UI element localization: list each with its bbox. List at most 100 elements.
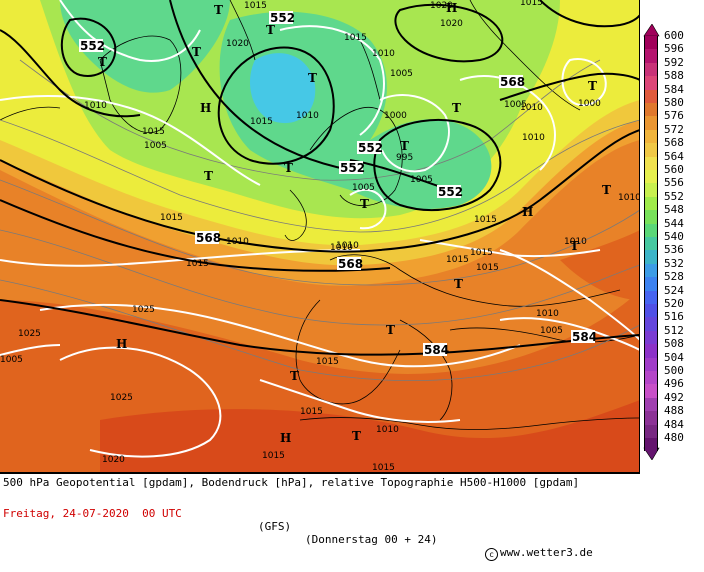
legend-row: 500 — [642, 364, 704, 385]
legend-swatch — [644, 49, 658, 63]
legend-level-label: 524 — [664, 283, 684, 297]
legend-swatch — [644, 237, 658, 251]
high-pressure-symbol: H — [116, 337, 127, 351]
legend-level-label: 572 — [664, 122, 684, 136]
legend-level-label: 512 — [664, 323, 684, 337]
legend-row: 580 — [642, 96, 704, 117]
isobar-label: 1015 — [160, 213, 183, 223]
legend-row: 488 — [642, 404, 704, 425]
legend-level-label: 552 — [664, 189, 684, 203]
isobar-label: 1010 — [564, 237, 587, 247]
isobar-label: 1005 — [390, 69, 413, 79]
isobar-label: 1010 — [84, 101, 107, 111]
isobar-label: 1010 — [618, 193, 640, 203]
isobar-label: 1010 — [520, 103, 543, 113]
isobar-label: 1015 — [244, 1, 267, 11]
legend-row: 600 — [642, 29, 704, 50]
low-pressure-symbol: T — [204, 169, 213, 183]
isobar-label: 1010 — [226, 237, 249, 247]
legend-swatch — [644, 397, 658, 412]
legend-swatch — [644, 103, 658, 117]
legend-row: 480 — [642, 431, 704, 452]
legend-swatch — [644, 344, 658, 358]
legend-swatch — [644, 290, 658, 304]
isobar-label: 1010 — [536, 309, 559, 319]
legend-row: 592 — [642, 55, 704, 77]
legend-level-label: 584 — [664, 82, 684, 96]
legend-swatch — [644, 223, 658, 237]
legend-row: 552 — [642, 189, 704, 211]
legend-swatch — [644, 143, 658, 157]
isobar-label: 1010 — [522, 133, 545, 143]
low-pressure-symbol: T — [192, 45, 201, 59]
legend-row: 572 — [642, 122, 704, 144]
legend-level-label: 596 — [664, 42, 684, 56]
legend-level-label: 548 — [664, 203, 684, 217]
legend-row: 528 — [642, 270, 704, 291]
isobar-label: 1020 — [430, 1, 453, 11]
legend-level-label: 504 — [664, 350, 684, 364]
isobar-label: 1025 — [110, 393, 133, 403]
low-pressure-symbol: T — [452, 101, 461, 115]
legend-swatch — [644, 76, 658, 90]
legend-level-label: 484 — [664, 417, 684, 431]
legend-swatch — [644, 170, 658, 184]
legend-level-label: 496 — [664, 377, 684, 391]
geopotential-label-bg — [269, 11, 293, 24]
low-pressure-symbol: T — [360, 197, 369, 211]
legend-swatch — [644, 277, 658, 291]
legend-swatch — [644, 424, 658, 438]
legend-level-label: 576 — [664, 109, 684, 123]
map-caption: 500 hPa Geopotential [gpdam], Bodendruck… — [0, 473, 640, 561]
caption-copyright: c www.wetter3.de — [485, 546, 593, 561]
geopotential-label: 552 — [358, 141, 383, 155]
map-canvas: 1015 1020 1015 1010 1005 1010 1015 1010 1015 1005… — [0, 0, 640, 473]
legend-level-label: 500 — [664, 364, 684, 377]
isobar-label: 1010 — [372, 49, 395, 59]
isobar-label: 1015 — [344, 33, 367, 43]
legend-row: 484 — [642, 417, 704, 438]
low-pressure-symbol: T — [284, 161, 293, 175]
geopotential-label: 568 — [500, 75, 525, 89]
caption-date: Freitag, 24-07-2020 00 UTC — [3, 507, 182, 520]
legend-swatch — [644, 89, 658, 103]
legend-swatch — [644, 129, 658, 144]
geopotential-label: 568 — [338, 257, 363, 271]
isobar-label: 1015 — [372, 463, 395, 473]
legend-level-label: 544 — [664, 216, 684, 230]
caption-valid-time: (Donnerstag 00 + 24) — [305, 533, 438, 546]
high-pressure-symbol: H — [200, 101, 211, 115]
legend-level-label: 592 — [664, 55, 684, 69]
geopotential-label-bg — [499, 75, 523, 88]
geopotential-label: 552 — [80, 39, 105, 53]
legend-row: 512 — [642, 323, 704, 345]
geopotential-label: 552 — [438, 185, 463, 199]
isobar-label: 1005 — [540, 326, 563, 336]
legend-level-label: 580 — [664, 96, 684, 109]
legend-swatch — [644, 411, 658, 425]
legend-row: 544 — [642, 216, 704, 237]
legend-level-label: 480 — [664, 431, 684, 444]
legend-swatch — [644, 263, 658, 278]
legend-row: 564 — [642, 149, 704, 170]
legend-level-label: 564 — [664, 149, 684, 163]
legend-row: 548 — [642, 203, 704, 224]
legend-swatch — [644, 156, 658, 170]
legend-row: 568 — [642, 136, 704, 157]
legend-swatch — [644, 330, 658, 345]
isobar-label: 1025 — [132, 305, 155, 315]
high-pressure-symbol: H — [522, 205, 533, 219]
geopotential-label-bg — [423, 343, 447, 356]
geopotential-label-bg — [337, 257, 361, 270]
legend-level-label: 516 — [664, 310, 684, 324]
isobar-label: 1015 — [476, 263, 499, 273]
legend-swatch — [644, 36, 658, 50]
isobar-label: 1010 — [296, 111, 319, 121]
geopotential-label: 552 — [270, 11, 295, 25]
geopotential-label-bg — [79, 39, 103, 52]
low-pressure-symbol: T — [602, 183, 611, 197]
copyright-text[interactable]: www.wetter3.de — [500, 546, 593, 559]
isobar-label: 1005 — [410, 175, 433, 185]
low-pressure-symbol: T — [570, 239, 579, 253]
isobar-label: 1015 — [474, 215, 497, 225]
